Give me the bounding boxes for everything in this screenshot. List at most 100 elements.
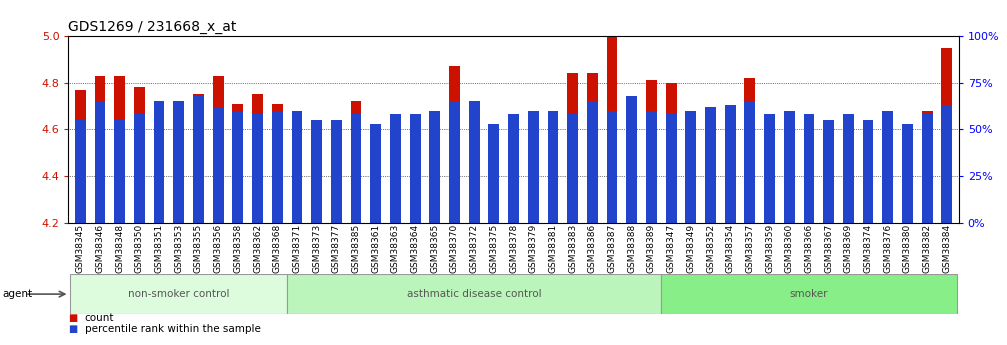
- Bar: [311, 120, 322, 223]
- Bar: [114, 76, 125, 223]
- Bar: [429, 118, 440, 223]
- Bar: [587, 101, 598, 223]
- Text: ■: ■: [68, 314, 78, 323]
- Bar: [744, 78, 755, 223]
- Text: GDS1269 / 231668_x_at: GDS1269 / 231668_x_at: [68, 20, 237, 34]
- Bar: [528, 111, 539, 223]
- Bar: [154, 101, 164, 223]
- Bar: [173, 101, 184, 223]
- Bar: [705, 107, 716, 223]
- Bar: [212, 76, 224, 223]
- Text: non-smoker control: non-smoker control: [128, 289, 230, 299]
- Bar: [95, 76, 106, 223]
- Bar: [686, 125, 696, 223]
- Bar: [764, 115, 775, 223]
- Bar: [646, 80, 657, 223]
- Bar: [70, 274, 287, 314]
- Bar: [469, 108, 479, 223]
- Bar: [114, 120, 125, 223]
- Bar: [646, 111, 657, 223]
- Bar: [921, 115, 932, 223]
- Bar: [95, 101, 106, 223]
- Text: smoker: smoker: [789, 289, 828, 299]
- Bar: [212, 107, 224, 223]
- Bar: [287, 274, 662, 314]
- Bar: [509, 115, 519, 223]
- Bar: [606, 29, 617, 223]
- Bar: [469, 101, 479, 223]
- Bar: [548, 111, 558, 223]
- Bar: [804, 115, 815, 223]
- Bar: [662, 274, 957, 314]
- Bar: [942, 48, 953, 223]
- Bar: [686, 111, 696, 223]
- Text: ■: ■: [68, 325, 78, 334]
- Bar: [804, 122, 815, 223]
- Bar: [449, 101, 460, 223]
- Bar: [567, 73, 578, 223]
- Bar: [882, 111, 893, 223]
- Bar: [626, 96, 637, 223]
- Bar: [783, 111, 795, 223]
- Bar: [587, 73, 598, 223]
- Bar: [134, 87, 145, 223]
- Bar: [606, 111, 617, 223]
- Text: percentile rank within the sample: percentile rank within the sample: [85, 325, 261, 334]
- Bar: [331, 136, 341, 223]
- Bar: [528, 181, 539, 223]
- Bar: [252, 115, 263, 223]
- Bar: [863, 132, 873, 223]
- Bar: [291, 127, 302, 223]
- Text: count: count: [85, 314, 114, 323]
- Bar: [824, 136, 834, 223]
- Bar: [666, 115, 677, 223]
- Bar: [75, 90, 86, 223]
- Bar: [350, 115, 362, 223]
- Bar: [921, 111, 932, 223]
- Bar: [429, 111, 440, 223]
- Bar: [764, 125, 775, 223]
- Bar: [233, 104, 244, 223]
- Bar: [725, 105, 736, 223]
- Bar: [134, 115, 145, 223]
- Text: agent: agent: [2, 289, 32, 299]
- Bar: [291, 111, 302, 223]
- Bar: [193, 96, 203, 223]
- Bar: [824, 120, 834, 223]
- Text: asthmatic disease control: asthmatic disease control: [407, 289, 542, 299]
- Bar: [449, 67, 460, 223]
- Bar: [509, 125, 519, 223]
- Bar: [311, 125, 322, 223]
- Bar: [390, 115, 401, 223]
- Bar: [488, 124, 499, 223]
- Bar: [193, 95, 203, 223]
- Bar: [173, 101, 184, 223]
- Bar: [331, 120, 341, 223]
- Bar: [902, 206, 913, 223]
- Bar: [252, 95, 263, 223]
- Bar: [75, 120, 86, 223]
- Bar: [488, 125, 499, 223]
- Bar: [863, 120, 873, 223]
- Bar: [666, 83, 677, 223]
- Bar: [272, 111, 283, 223]
- Bar: [410, 115, 421, 223]
- Bar: [725, 122, 736, 223]
- Bar: [390, 118, 401, 223]
- Bar: [626, 101, 637, 223]
- Bar: [843, 125, 854, 223]
- Bar: [882, 111, 893, 223]
- Bar: [371, 174, 381, 223]
- Bar: [567, 115, 578, 223]
- Bar: [233, 111, 244, 223]
- Bar: [705, 148, 716, 223]
- Bar: [783, 134, 795, 223]
- Bar: [548, 127, 558, 223]
- Bar: [942, 105, 953, 223]
- Bar: [154, 118, 164, 223]
- Bar: [902, 124, 913, 223]
- Bar: [410, 155, 421, 223]
- Bar: [272, 104, 283, 223]
- Bar: [843, 115, 854, 223]
- Bar: [744, 101, 755, 223]
